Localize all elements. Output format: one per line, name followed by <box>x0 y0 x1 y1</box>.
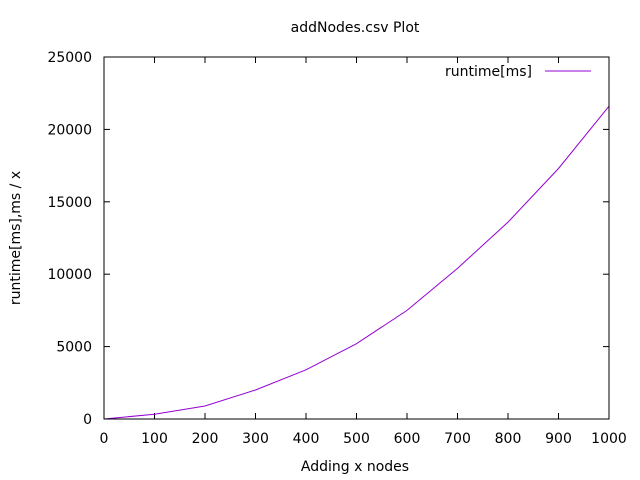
y-tick-label: 20000 <box>47 122 92 138</box>
y-axis-label: runtime[ms],ms / x <box>8 171 24 305</box>
chart-title: addNodes.csv Plot <box>291 20 420 36</box>
x-tick-label: 1000 <box>591 431 627 447</box>
x-tick-label: 500 <box>343 431 370 447</box>
plot-frame <box>103 56 610 420</box>
x-tick-label: 700 <box>444 431 471 447</box>
y-tick-label: 5000 <box>56 340 92 356</box>
y-axis-label-group: runtime[ms],ms / x <box>8 171 24 305</box>
y-tick-label: 25000 <box>47 50 92 66</box>
y-tick-label: 15000 <box>47 195 92 211</box>
y-tick-label: 0 <box>83 412 92 428</box>
y-axis-ticks: 0 5000 10000 15000 20000 25000 <box>47 50 609 428</box>
x-axis-ticks: 0 100 200 300 400 500 600 700 800 900 1000 <box>100 57 627 447</box>
x-tick-label: 200 <box>192 431 219 447</box>
series-line <box>103 105 610 420</box>
x-tick-label: 0 <box>100 431 109 447</box>
x-tick-label: 100 <box>141 431 168 447</box>
y-tick-label: 10000 <box>47 267 92 283</box>
x-tick-label: 300 <box>242 431 269 447</box>
series-group <box>103 105 610 420</box>
x-axis-label: Adding x nodes <box>301 459 409 475</box>
legend-label: runtime[ms] <box>445 64 532 80</box>
x-tick-label: 900 <box>545 431 572 447</box>
legend: runtime[ms] <box>445 64 591 80</box>
x-tick-label: 400 <box>293 431 320 447</box>
x-tick-label: 800 <box>495 431 522 447</box>
x-tick-label: 600 <box>394 431 421 447</box>
